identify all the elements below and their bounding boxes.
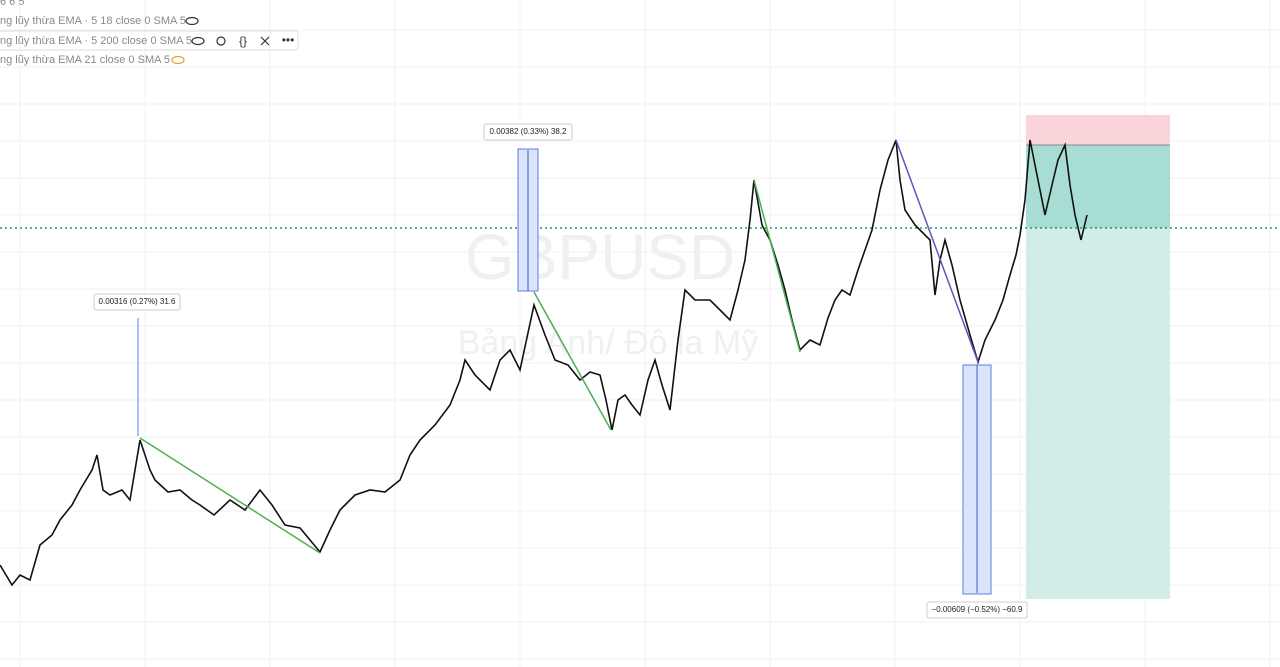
price-path (0, 139, 1088, 587)
legend-icons: {} ••• (171, 16, 295, 65)
profit-zone (1026, 228, 1170, 599)
more-icon[interactable]: ••• (282, 33, 295, 47)
measure-label: −0.00609 (−0.52%) −60.9 (932, 605, 1024, 614)
profit-zone-filled (1026, 145, 1170, 228)
measure-label-box (483, 123, 573, 141)
remove-icon[interactable] (260, 36, 270, 46)
trendline (753, 179, 801, 353)
hide-icon[interactable] (171, 55, 185, 65)
indicator-legend[interactable]: ng lũy thừa EMA · 5 18 close 0 SMA 5 (0, 15, 186, 27)
trendline (139, 437, 321, 554)
trendline (895, 139, 979, 363)
trendline (533, 291, 612, 431)
watermark-symbol: GBPUSD (465, 221, 735, 293)
indicator-legend-box (0, 30, 299, 51)
measure-label: 0.00316 (0.27%) 31.6 (99, 297, 176, 306)
indicator-legend[interactable]: ng lũy thừa EMA 21 close 0 SMA 5 (0, 54, 170, 66)
measure-label: 0.00382 (0.33%) 38.2 (490, 127, 567, 136)
symbol-info: 6 6 5 (0, 0, 24, 8)
measure-label-box (93, 293, 181, 311)
watermark-description: Bảng Anh/ Đô la Mỹ (458, 324, 759, 362)
hide-icon[interactable] (191, 36, 205, 46)
stop-zone (1026, 115, 1170, 145)
source-icon[interactable]: {} (239, 34, 247, 48)
indicator-legend[interactable]: ng lũy thừa EMA · 5 200 close 0 SMA 5 (0, 35, 192, 47)
settings-icon[interactable] (216, 36, 226, 46)
measure-label-box (926, 601, 1028, 619)
hide-icon[interactable] (185, 16, 199, 26)
